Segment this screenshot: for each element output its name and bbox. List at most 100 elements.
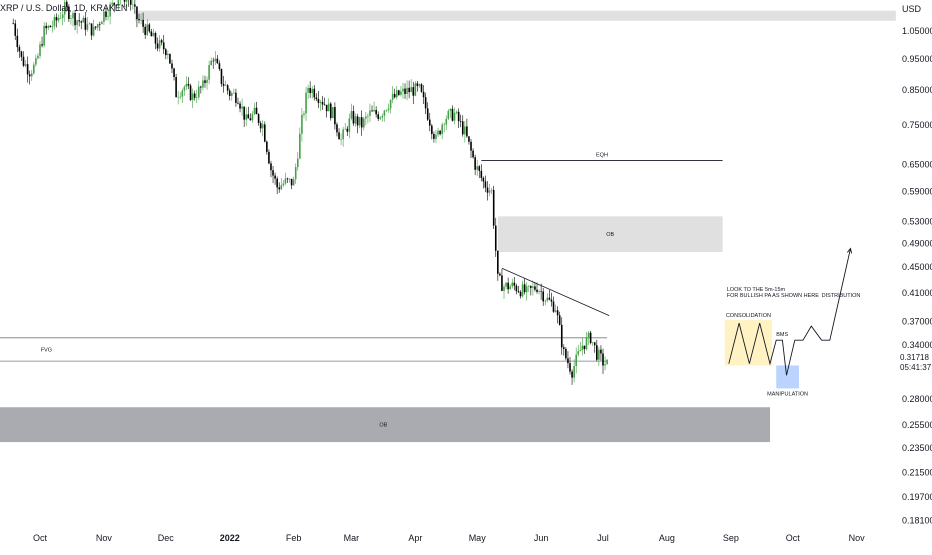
candle — [420, 83, 423, 93]
candle — [220, 68, 223, 87]
candle-body — [420, 84, 423, 92]
candle-body — [513, 282, 516, 286]
candle-body — [181, 90, 184, 97]
candle-body — [233, 92, 235, 94]
candle-body — [567, 358, 569, 364]
candle-body — [230, 93, 233, 96]
candle — [346, 126, 349, 137]
candle — [181, 88, 184, 103]
candle — [268, 149, 270, 165]
y-axis-currency: USD — [902, 4, 922, 14]
candle — [437, 127, 439, 138]
zone-label-ob-2: OB — [379, 423, 387, 429]
candle-body — [266, 141, 268, 152]
candle — [39, 41, 41, 59]
candle — [296, 152, 299, 171]
y-tick-label: 0.37000 — [902, 317, 932, 327]
candle-body — [253, 107, 256, 114]
x-tick-label: Nov — [96, 533, 113, 543]
candle-body — [317, 99, 320, 103]
candle — [365, 111, 367, 126]
candle — [189, 83, 192, 102]
candle — [128, 0, 129, 7]
candle — [600, 345, 602, 361]
candle — [336, 122, 338, 137]
candle-body — [558, 315, 561, 325]
candle-body — [286, 178, 289, 180]
candle-body — [261, 124, 264, 129]
candle — [604, 356, 606, 371]
candle-body — [53, 17, 56, 27]
candle — [284, 172, 287, 186]
candle-body — [459, 121, 462, 122]
y-tick-label: 0.65000 — [902, 160, 932, 170]
label-bms: BMS — [776, 332, 788, 338]
candle-body — [171, 63, 173, 69]
candle — [96, 23, 99, 31]
candle — [530, 285, 532, 296]
candle-body — [334, 107, 336, 125]
candle — [175, 73, 177, 98]
label-consolidation: CONSOLIDATION — [726, 313, 771, 319]
candle-body — [177, 96, 179, 98]
label-note-line2: FOR BULLISH PA AS SHOWN HERE — [727, 293, 820, 299]
candle-body — [185, 83, 188, 87]
candle-body — [294, 167, 297, 180]
candle-body — [377, 114, 380, 119]
candle-body — [197, 86, 200, 98]
candle — [164, 47, 167, 60]
candle-body — [577, 351, 580, 355]
label-distribution: DISTRIBUTION — [822, 293, 861, 299]
candle-body — [393, 93, 396, 98]
candle-body — [123, 0, 126, 2]
candle — [134, 0, 136, 14]
candle — [125, 0, 128, 8]
candle — [554, 304, 557, 313]
zone-ob-2 — [0, 407, 771, 443]
candle-body — [404, 88, 406, 95]
candle-body — [309, 87, 311, 94]
candle — [136, 5, 138, 28]
candle — [577, 344, 580, 357]
candle — [266, 140, 268, 155]
candle — [233, 88, 235, 94]
candle — [517, 285, 520, 294]
candle — [301, 108, 303, 142]
candle-body — [408, 87, 410, 93]
candle — [311, 85, 314, 99]
candle-body — [387, 108, 390, 111]
y-tick-label: 0.19700 — [902, 492, 932, 502]
candle-body — [515, 285, 518, 292]
candle — [449, 108, 452, 118]
candle — [101, 20, 103, 25]
candle-body — [66, 1, 68, 7]
candle — [278, 182, 281, 193]
candle-body — [400, 91, 402, 95]
candle — [239, 101, 241, 113]
candle-body — [503, 286, 505, 291]
candle-body — [527, 285, 530, 287]
candle — [123, 0, 126, 8]
candle-body — [554, 310, 557, 312]
candle — [167, 50, 169, 60]
candle-body — [519, 291, 522, 297]
candle-body — [509, 286, 511, 290]
candle-body — [470, 141, 472, 151]
y-tick-label: 0.45000 — [902, 262, 932, 272]
candle-body — [235, 92, 237, 103]
candle-body — [348, 118, 351, 132]
candle-body — [290, 178, 293, 186]
candle-body — [490, 189, 493, 191]
candle — [90, 23, 93, 41]
candle — [20, 50, 23, 62]
candle-body — [383, 110, 386, 116]
x-tick-label: May — [469, 533, 487, 543]
candle-body — [455, 111, 458, 113]
candle — [497, 250, 499, 281]
candle — [482, 176, 485, 189]
candle-body — [72, 12, 74, 19]
candle — [428, 112, 431, 132]
candle-body — [602, 353, 604, 366]
